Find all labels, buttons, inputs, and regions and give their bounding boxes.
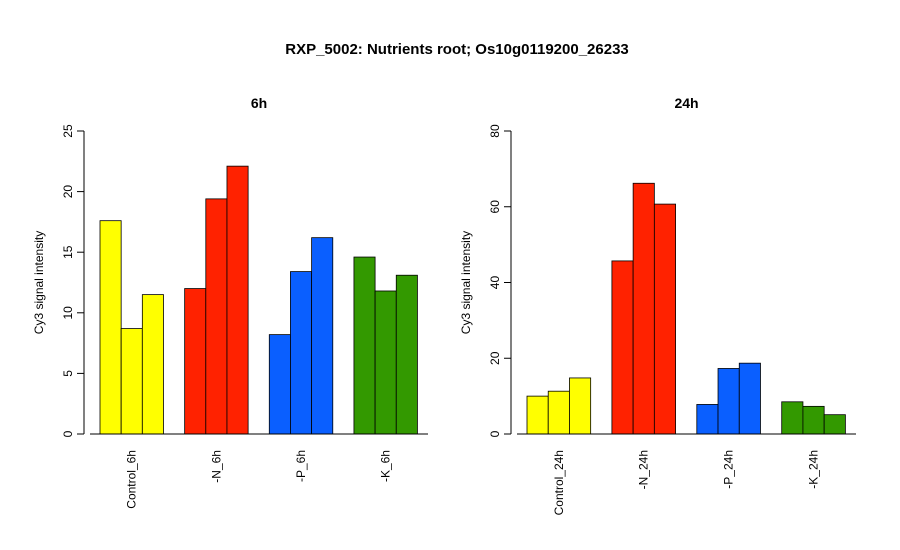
y-tick-label: 40 <box>488 276 502 290</box>
bar <box>268 334 291 435</box>
x-category-label: -P_24h <box>722 450 736 489</box>
bar <box>823 414 846 435</box>
y-tick-label: 5 <box>61 370 75 377</box>
bar <box>141 294 164 435</box>
panel-24h: 24h Cy3 signal intensity 0 20 40 60 80 Control_… <box>459 95 856 515</box>
bar <box>311 237 334 435</box>
x-category-label: Control_24h <box>552 450 566 515</box>
bar <box>653 203 676 435</box>
bar <box>374 290 397 435</box>
y-tick-label: 15 <box>61 245 75 259</box>
bar <box>395 274 418 435</box>
bar <box>205 198 228 435</box>
y-axis-label: Cy3 signal intensity <box>32 231 46 334</box>
y-axis-label: Cy3 signal intensity <box>459 231 473 334</box>
y-tick-label: 60 <box>488 200 502 214</box>
panel-6h: 6h Cy3 signal intensity 0 5 10 15 20 25 Control_… <box>32 95 428 509</box>
bar <box>611 260 634 435</box>
y-tick-label: 10 <box>61 306 75 320</box>
bar <box>353 256 376 435</box>
y-tick-label: 80 <box>488 124 502 138</box>
bar <box>184 288 207 435</box>
bar <box>802 405 825 435</box>
y-tick-label: 0 <box>61 430 75 437</box>
y-tick-label: 0 <box>488 430 502 437</box>
y-tick-label: 20 <box>61 185 75 199</box>
bar <box>526 395 549 435</box>
bar <box>290 271 313 435</box>
bar <box>696 404 719 435</box>
bar <box>120 328 143 435</box>
x-category-label: Control_6h <box>125 450 139 509</box>
bar <box>717 368 740 435</box>
bar <box>547 390 570 435</box>
bar <box>226 165 249 435</box>
bar <box>632 182 655 435</box>
x-category-label: -N_6h <box>209 450 223 483</box>
y-tick-label: 20 <box>488 351 502 365</box>
x-category-label: -N_24h <box>637 450 651 489</box>
bar <box>738 362 761 435</box>
x-category-label: -P_6h <box>294 450 308 482</box>
panel-title: 24h <box>674 95 698 111</box>
x-category-label: -K_6h <box>379 450 393 482</box>
x-category-label: -K_24h <box>807 450 821 489</box>
chart-main-title: RXP_5002: Nutrients root; Os10g0119200_2… <box>285 41 629 58</box>
panel-title: 6h <box>251 95 267 111</box>
y-tick-label: 25 <box>61 124 75 138</box>
bar <box>99 220 122 435</box>
bar <box>569 377 592 435</box>
bar <box>781 401 804 435</box>
